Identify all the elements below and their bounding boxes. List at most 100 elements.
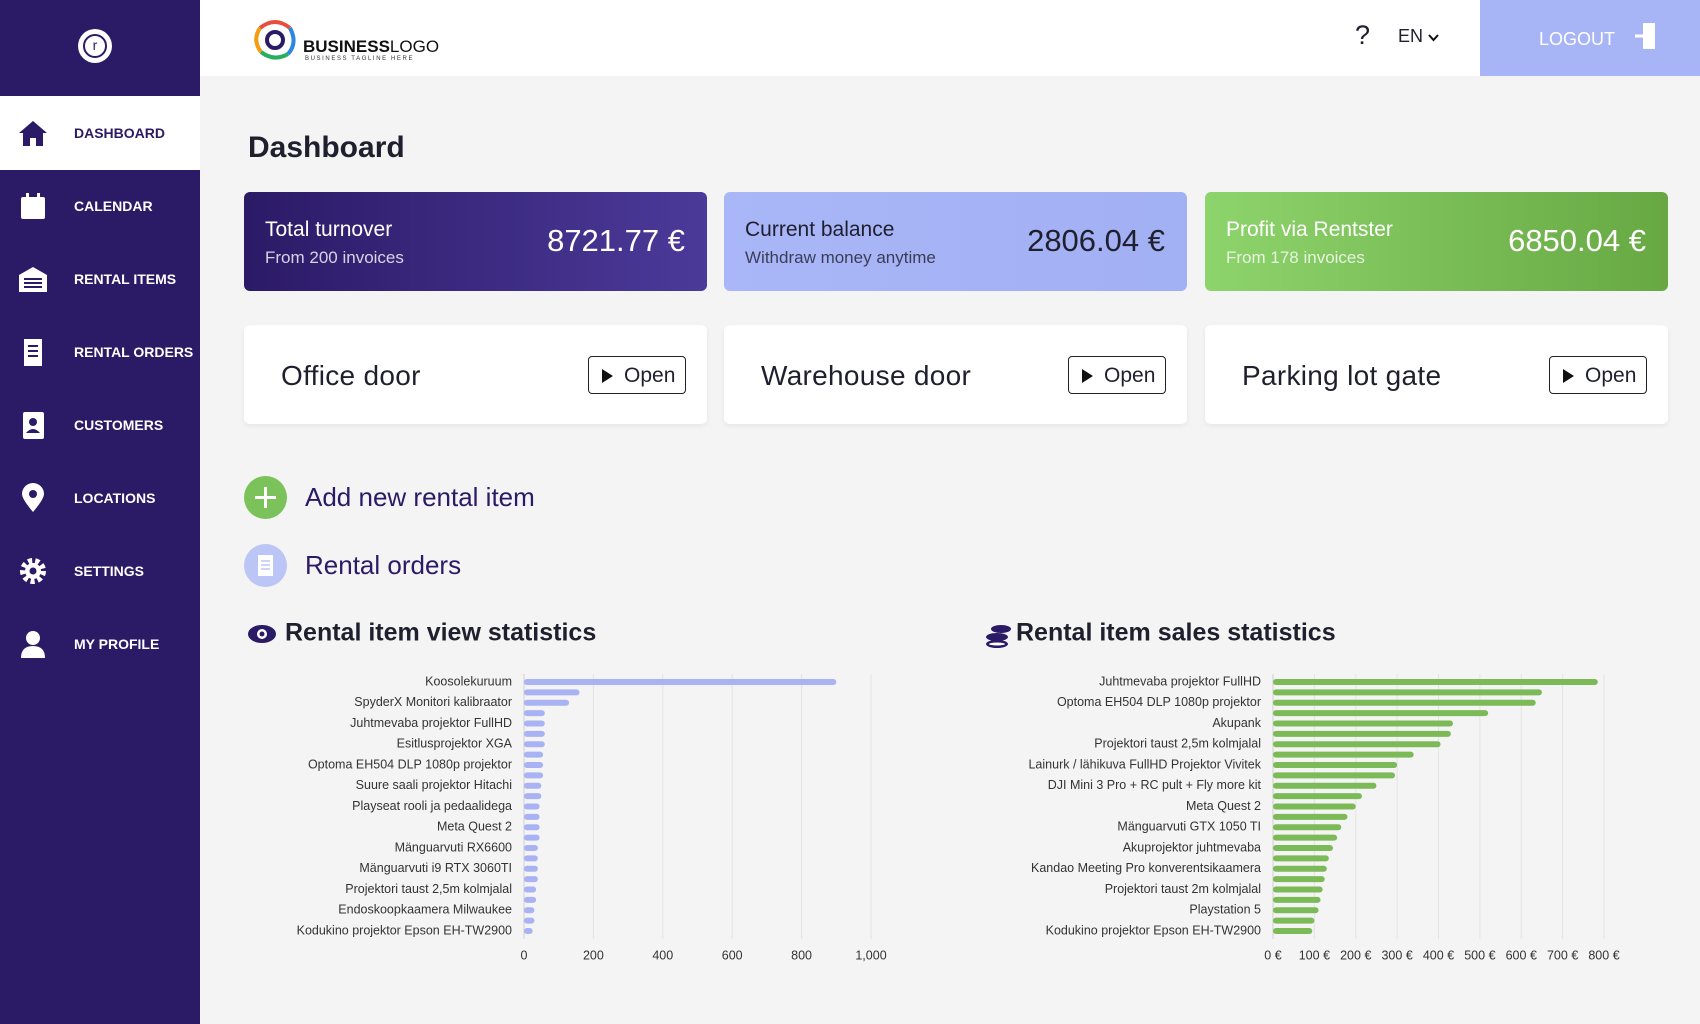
y-tick-label: Koosolekuruum bbox=[425, 674, 512, 688]
eye-icon bbox=[248, 625, 276, 643]
door-card: Office door Open bbox=[244, 325, 707, 424]
y-tick-label: Juhtmevaba projektor FullHD bbox=[350, 716, 512, 730]
bar bbox=[1273, 730, 1451, 737]
bar bbox=[524, 886, 537, 893]
bar bbox=[524, 741, 545, 748]
x-tick-label: 300 € bbox=[1381, 948, 1412, 962]
bar bbox=[524, 782, 542, 789]
y-tick-label: Kandao Meeting Pro konverentsikaamera bbox=[1031, 861, 1261, 875]
menu-icon bbox=[21, 193, 45, 219]
menu-label: DASHBOARD bbox=[74, 125, 165, 141]
x-tick-label: 200 € bbox=[1340, 948, 1371, 962]
door-name: Office door bbox=[281, 360, 421, 391]
menu-item[interactable]: CUSTOMERS bbox=[0, 388, 200, 462]
y-tick-label: Kodukino projektor Epson EH-TW2900 bbox=[1046, 923, 1261, 937]
brand-tagline: BUSINESS TAGLINE HERE bbox=[305, 56, 415, 62]
bar bbox=[524, 720, 545, 727]
menu-icon bbox=[19, 121, 47, 146]
bar bbox=[524, 699, 570, 706]
y-tick-label: SpyderX Monitori kalibraator bbox=[354, 695, 512, 709]
bar bbox=[524, 772, 544, 779]
x-tick-label: 0 € bbox=[1264, 948, 1281, 962]
logout-button[interactable]: LOGOUT bbox=[1480, 0, 1700, 76]
brand-bold: BUSINESS bbox=[303, 37, 390, 56]
menu-item[interactable]: RENTAL ITEMS bbox=[0, 242, 200, 316]
page-title: Dashboard bbox=[248, 131, 405, 164]
open-button[interactable]: Open bbox=[1068, 356, 1166, 394]
open-label: Open bbox=[1104, 364, 1156, 387]
y-tick-label: Projektori taust 2,5m kolmjalal bbox=[345, 882, 512, 896]
bar bbox=[524, 845, 538, 851]
bar bbox=[1273, 928, 1313, 934]
bar bbox=[1273, 689, 1542, 696]
bar bbox=[1273, 793, 1362, 800]
door-card: Parking lot gate Open bbox=[1205, 325, 1668, 424]
menu-item[interactable]: LOCATIONS bbox=[0, 461, 200, 535]
menu-item[interactable]: RENTAL ORDERS bbox=[0, 315, 200, 389]
play-icon bbox=[602, 369, 613, 383]
header: BUSINESSLOGO BUSINESS TAGLINE HERE ? EN … bbox=[200, 0, 1700, 76]
y-tick-label: Kodukino projektor Epson EH-TW2900 bbox=[297, 923, 512, 937]
menu-label: MY PROFILE bbox=[74, 636, 160, 652]
menu-item[interactable]: CALENDAR bbox=[0, 169, 200, 243]
summary-card: Profit via Rentster From 178 invoices 6850… bbox=[1205, 192, 1668, 291]
menu-item[interactable]: MY PROFILE bbox=[0, 607, 200, 681]
door-card: Warehouse door Open bbox=[724, 325, 1187, 424]
bar bbox=[524, 824, 540, 831]
menu-icon bbox=[19, 267, 47, 292]
app-logo[interactable]: r bbox=[76, 27, 114, 65]
bar bbox=[1273, 886, 1323, 893]
y-tick-label: Meta Quest 2 bbox=[1186, 799, 1261, 813]
logout-icon bbox=[1635, 23, 1655, 49]
play-icon bbox=[1082, 369, 1093, 383]
brand-light: LOGO bbox=[389, 37, 440, 56]
orders-icon bbox=[244, 543, 287, 587]
menu-icon bbox=[23, 412, 44, 439]
open-button[interactable]: Open bbox=[1549, 356, 1647, 394]
bar bbox=[524, 762, 544, 768]
bar bbox=[524, 689, 580, 696]
y-tick-label: Optoma EH504 DLP 1080p projektor bbox=[1057, 695, 1261, 709]
y-tick-label: Esitlusprojektor XGA bbox=[397, 737, 513, 751]
open-button[interactable]: Open bbox=[588, 356, 686, 394]
add-rental-item[interactable]: Add new rental item bbox=[244, 475, 584, 519]
summary-card: Total turnover From 200 invoices 8721.77 € bbox=[244, 192, 707, 291]
menu-item[interactable]: SETTINGS bbox=[0, 534, 200, 608]
y-tick-label: Mänguarvuti RX6600 bbox=[395, 840, 512, 854]
language-select[interactable]: EN bbox=[1398, 26, 1439, 47]
y-tick-label: Meta Quest 2 bbox=[437, 820, 512, 834]
menu-label: RENTAL ORDERS bbox=[74, 344, 194, 360]
bar bbox=[1273, 710, 1489, 717]
card-amount: 8721.77 € bbox=[547, 223, 685, 258]
y-tick-label: Mänguarvuti i9 RTX 3060TI bbox=[359, 861, 512, 875]
svg-text:r: r bbox=[93, 37, 98, 53]
menu-icon bbox=[20, 558, 46, 584]
help-button[interactable]: ? bbox=[1355, 20, 1371, 50]
card-amount: 6850.04 € bbox=[1508, 223, 1646, 258]
bar bbox=[1273, 865, 1327, 872]
bar bbox=[1273, 772, 1396, 779]
y-tick-label: Lainurk / lähikuva FullHD Projektor Vivi… bbox=[1028, 757, 1261, 771]
y-tick-label: Mänguarvuti GTX 1050 TI bbox=[1117, 820, 1261, 834]
menu-item[interactable]: DASHBOARD bbox=[0, 96, 200, 170]
card-subtitle: From 200 invoices bbox=[265, 248, 404, 267]
y-tick-label: Projektori taust 2m kolmjalal bbox=[1105, 882, 1261, 896]
x-tick-label: 0 bbox=[521, 948, 528, 962]
rental-orders-link[interactable]: Rental orders bbox=[244, 543, 584, 587]
x-tick-label: 400 bbox=[652, 948, 673, 962]
play-icon bbox=[1563, 369, 1574, 383]
x-tick-label: 600 € bbox=[1506, 948, 1537, 962]
bar bbox=[1273, 824, 1342, 831]
y-tick-label: Juhtmevaba projektor FullHD bbox=[1099, 674, 1261, 688]
card-title: Total turnover bbox=[265, 218, 393, 241]
coins-icon bbox=[986, 625, 1011, 648]
bar bbox=[524, 710, 545, 717]
menu-label: LOCATIONS bbox=[74, 490, 156, 506]
menu-label: SETTINGS bbox=[74, 563, 145, 579]
bar bbox=[524, 876, 538, 883]
card-subtitle: Withdraw money anytime bbox=[745, 248, 936, 267]
card-title: Profit via Rentster bbox=[1226, 218, 1393, 241]
bar bbox=[1273, 803, 1356, 810]
bar bbox=[524, 803, 540, 810]
chevron bbox=[1428, 34, 1439, 42]
